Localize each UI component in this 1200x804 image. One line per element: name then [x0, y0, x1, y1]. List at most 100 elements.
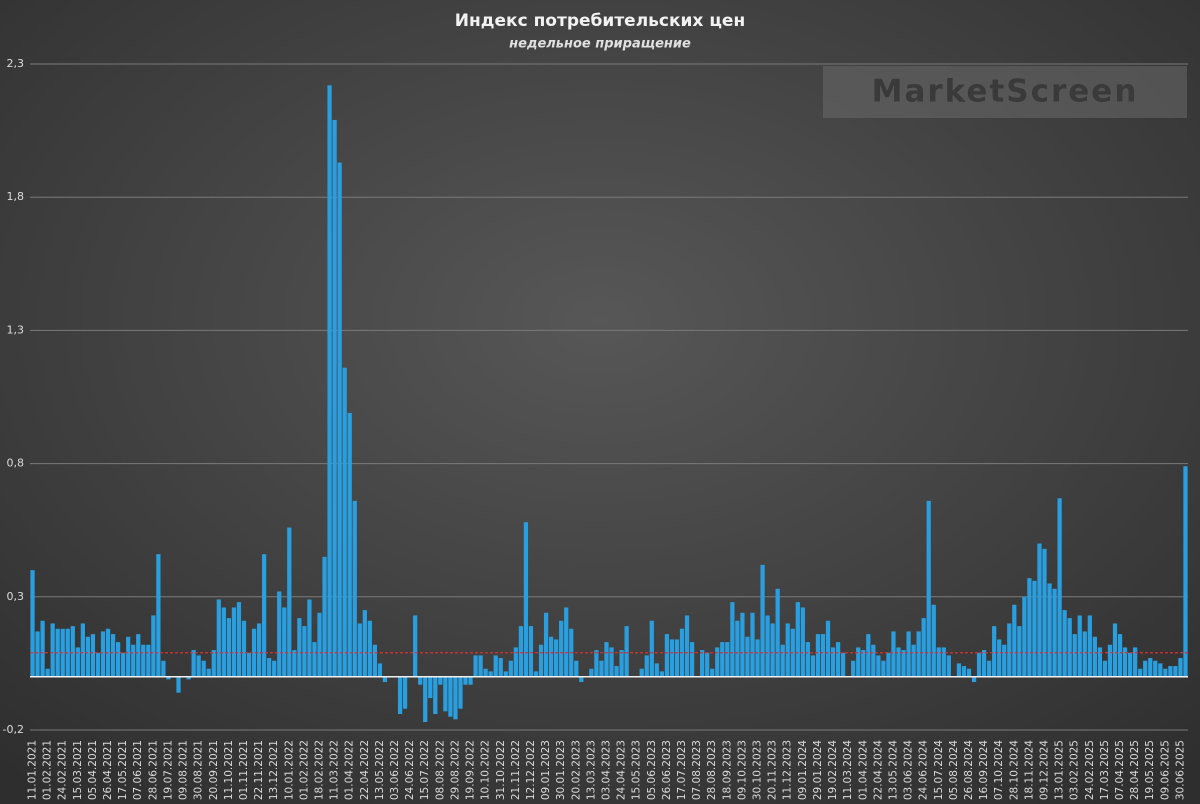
bar	[236, 602, 242, 677]
x-tick-label: 15.07.2022	[419, 740, 431, 800]
bar	[599, 660, 604, 677]
x-tick-label: 07.06.2021	[132, 740, 144, 800]
bar	[80, 623, 85, 677]
x-tick-label: 11.03.2024	[842, 740, 854, 800]
bar	[548, 636, 554, 677]
bar	[1163, 668, 1168, 677]
bar	[1072, 634, 1077, 677]
y-tick-label: 1,3	[7, 323, 25, 336]
bar	[95, 652, 101, 677]
x-tick-label: 15.03.2021	[72, 740, 84, 800]
bar	[589, 668, 594, 677]
watermark: MarketScreen	[872, 74, 1139, 110]
bar	[418, 676, 423, 685]
bar	[453, 676, 458, 720]
x-tick-label: 18.02.2022	[314, 740, 326, 800]
bar	[1037, 543, 1042, 677]
bar	[246, 652, 252, 677]
bar	[302, 626, 307, 677]
bar	[523, 522, 529, 677]
bar	[347, 412, 352, 677]
bar	[136, 634, 141, 677]
x-tick-label: 13.01.2025	[1054, 740, 1066, 800]
bar	[825, 620, 831, 677]
bar	[337, 162, 342, 677]
bar	[624, 626, 629, 677]
bar	[282, 607, 287, 677]
bar	[277, 591, 282, 677]
bar	[669, 639, 675, 677]
bar	[720, 642, 725, 677]
x-tick-label: 28.08.2023	[706, 740, 718, 800]
bar	[1158, 663, 1163, 677]
bar	[75, 647, 80, 677]
x-tick-label: 10.01.2022	[283, 740, 295, 800]
bar	[1112, 623, 1118, 677]
bar	[90, 634, 96, 677]
bar	[352, 500, 357, 677]
chart-subtitle: недельное приращение	[509, 37, 691, 52]
bar	[287, 527, 292, 677]
y-tick-label: 0,3	[7, 590, 25, 603]
bar	[312, 642, 317, 677]
x-tick-label: 13.03.2023	[585, 740, 597, 800]
bar	[700, 650, 705, 677]
bar	[554, 639, 559, 677]
bar	[428, 676, 433, 699]
bar	[458, 676, 463, 709]
bar	[543, 612, 549, 677]
bar	[559, 620, 564, 677]
bar	[518, 626, 524, 677]
x-tick-label: 11.10.2021	[223, 740, 235, 800]
bar	[1117, 634, 1123, 677]
x-tick-label: 11.01.2021	[27, 740, 39, 800]
x-tick-label: 09.01.2023	[540, 740, 552, 800]
x-tick-label: 13.05.2024	[887, 740, 899, 800]
bar	[1042, 548, 1047, 677]
x-tick-label: 05.08.2024	[948, 740, 960, 800]
bar	[861, 650, 866, 677]
bar	[775, 588, 780, 677]
bar	[1062, 610, 1067, 677]
bar	[327, 85, 332, 677]
x-tick-label: 16.09.2024	[978, 740, 990, 800]
bar	[50, 623, 55, 677]
bar	[1017, 626, 1022, 677]
x-tick-label: 07.04.2025	[1114, 740, 1126, 800]
bar	[715, 647, 720, 677]
x-tick-label: 19.09.2022	[465, 740, 477, 800]
x-tick-label: 07.08.2023	[691, 740, 703, 800]
x-tick-label: 21.11.2022	[510, 740, 522, 800]
bar	[372, 644, 377, 677]
bar	[513, 647, 518, 677]
bar	[770, 623, 775, 677]
bar	[211, 650, 216, 677]
y-tick-label: 1,8	[7, 190, 25, 203]
bar	[272, 660, 277, 677]
bar	[896, 647, 901, 677]
bar	[1148, 658, 1153, 677]
x-tick-label: 09.08.2021	[178, 740, 190, 800]
y-tick-label: 0,8	[7, 457, 25, 470]
bar	[745, 636, 750, 677]
x-tick-label: 19.02.2024	[827, 740, 839, 800]
x-tick-label: 01.11.2021	[238, 740, 250, 800]
bar	[1127, 652, 1133, 677]
watermark-box	[823, 66, 1187, 118]
bar	[795, 602, 800, 677]
bar	[780, 644, 785, 677]
bar	[619, 650, 624, 677]
bar	[760, 564, 765, 677]
bar	[856, 647, 861, 677]
bar	[533, 671, 539, 677]
bar	[206, 668, 211, 677]
bar	[262, 554, 267, 677]
x-tick-label: 19.07.2021	[162, 740, 174, 800]
bar	[423, 676, 428, 723]
bar	[604, 642, 609, 677]
bar	[443, 676, 448, 712]
bar	[735, 620, 740, 677]
x-tick-label: 24.02.2021	[57, 740, 69, 800]
x-tick-label: 08.08.2022	[434, 740, 446, 800]
bar	[574, 660, 579, 677]
